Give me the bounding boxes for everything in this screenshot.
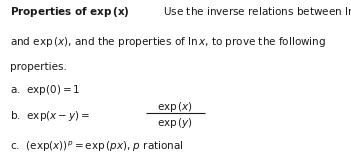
Text: a.  $\mathrm{exp}(0) = 1$: a. $\mathrm{exp}(0) = 1$ xyxy=(10,83,80,97)
Text: $\mathrm{exp}\,(y)$: $\mathrm{exp}\,(y)$ xyxy=(158,116,193,130)
Text: b.  $\mathrm{exp}(x - y) =$: b. $\mathrm{exp}(x - y) =$ xyxy=(10,109,90,123)
Text: c.  $(\mathrm{exp}(x))^{p} = \mathrm{exp}\,(px)$, $p$ rational: c. $(\mathrm{exp}(x))^{p} = \mathrm{exp}… xyxy=(10,139,184,154)
Text: properties.: properties. xyxy=(10,62,67,72)
Text: $\mathrm{exp}\,(x)$: $\mathrm{exp}\,(x)$ xyxy=(158,100,193,114)
Text: and $\mathrm{exp}\,(x)$, and the properties of $\ln x$, to prove the following: and $\mathrm{exp}\,(x)$, and the propert… xyxy=(10,35,326,49)
Text: $\bf{Properties\ of\ exp\,(x)}$: $\bf{Properties\ of\ exp\,(x)}$ xyxy=(10,5,130,19)
Text: Use the inverse relations between $\ln x$: Use the inverse relations between $\ln x… xyxy=(160,5,351,17)
